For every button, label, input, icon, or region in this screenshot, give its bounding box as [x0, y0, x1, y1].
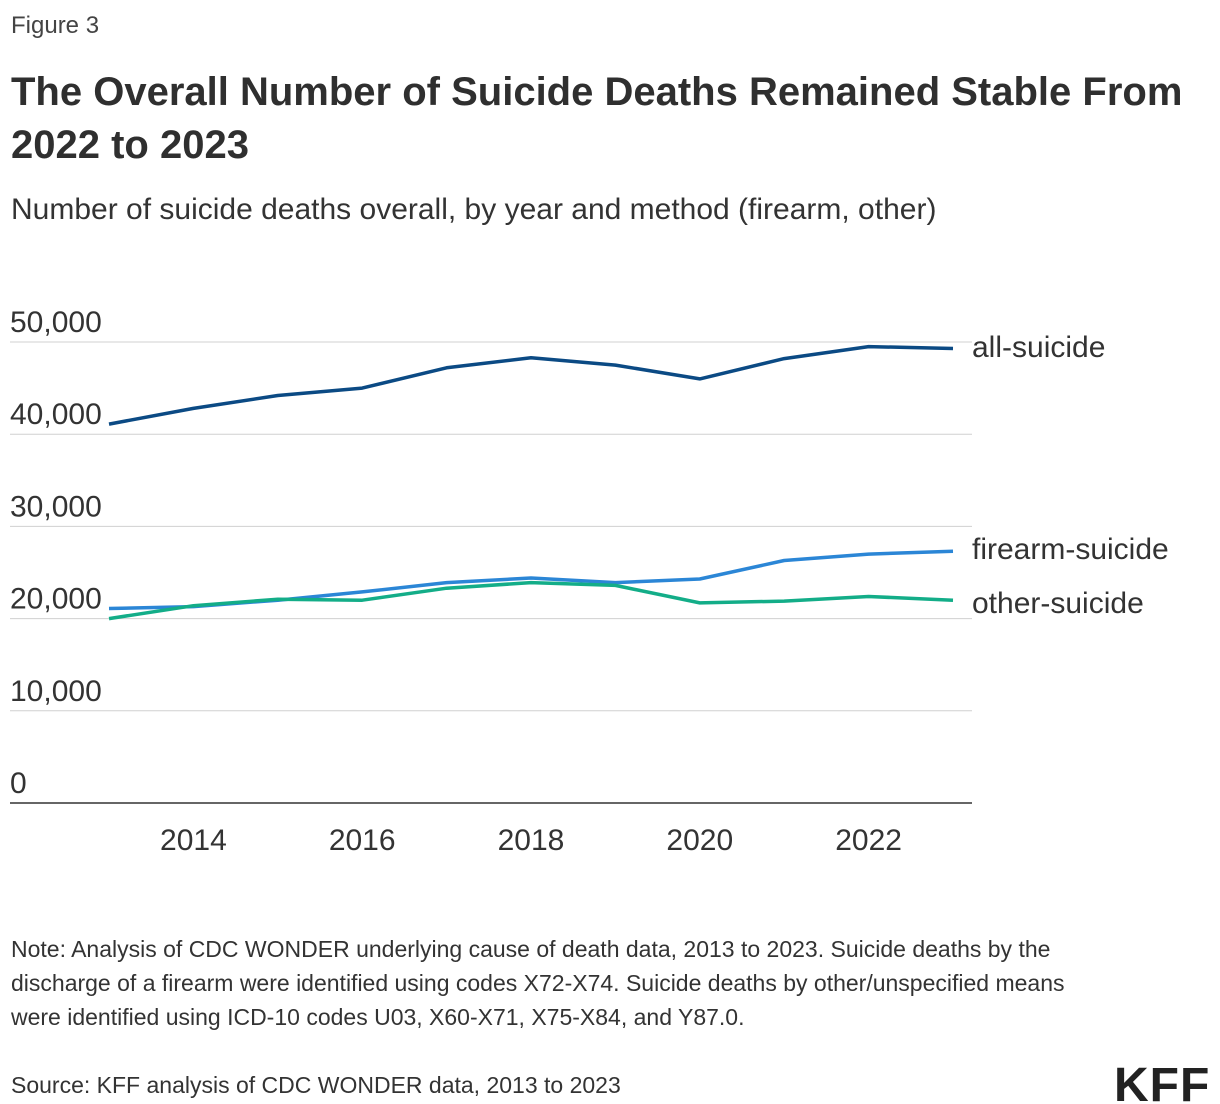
- y-tick-label: 0: [10, 767, 27, 800]
- source: Source: KFF analysis of CDC WONDER data,…: [11, 1072, 621, 1098]
- y-tick-label: 30,000: [10, 490, 102, 523]
- x-tick-label: 2018: [498, 824, 565, 857]
- series-label: all-suicide: [972, 331, 1105, 364]
- x-tick-label: 2016: [329, 824, 396, 857]
- series-label: firearm-suicide: [972, 533, 1169, 566]
- y-tick-label: 20,000: [10, 583, 102, 616]
- series-label: other-suicide: [972, 587, 1144, 620]
- x-tick-label: 2014: [160, 824, 227, 857]
- figure-label: Figure 3: [11, 12, 100, 39]
- chart-subtitle: Number of suicide deaths overall, by yea…: [11, 193, 937, 226]
- x-tick-label: 2020: [666, 824, 733, 857]
- y-tick-label: 10,000: [10, 675, 102, 708]
- note: Note: Analysis of CDC WONDER underlying …: [11, 936, 1065, 1030]
- logo: KFF: [1114, 1059, 1211, 1104]
- series-line: [108, 580, 954, 621]
- chart-title: The Overall Number of Suicide Deaths Rem…: [11, 70, 1183, 167]
- y-tick-label: 40,000: [10, 398, 102, 431]
- chart: 0 10,000 20,000 30,000 40,000 50,000 2014 2016 2…: [10, 306, 1169, 857]
- series-line: [108, 344, 954, 426]
- x-tick-label: 2022: [835, 824, 902, 857]
- y-tick-label: 50,000: [10, 306, 102, 339]
